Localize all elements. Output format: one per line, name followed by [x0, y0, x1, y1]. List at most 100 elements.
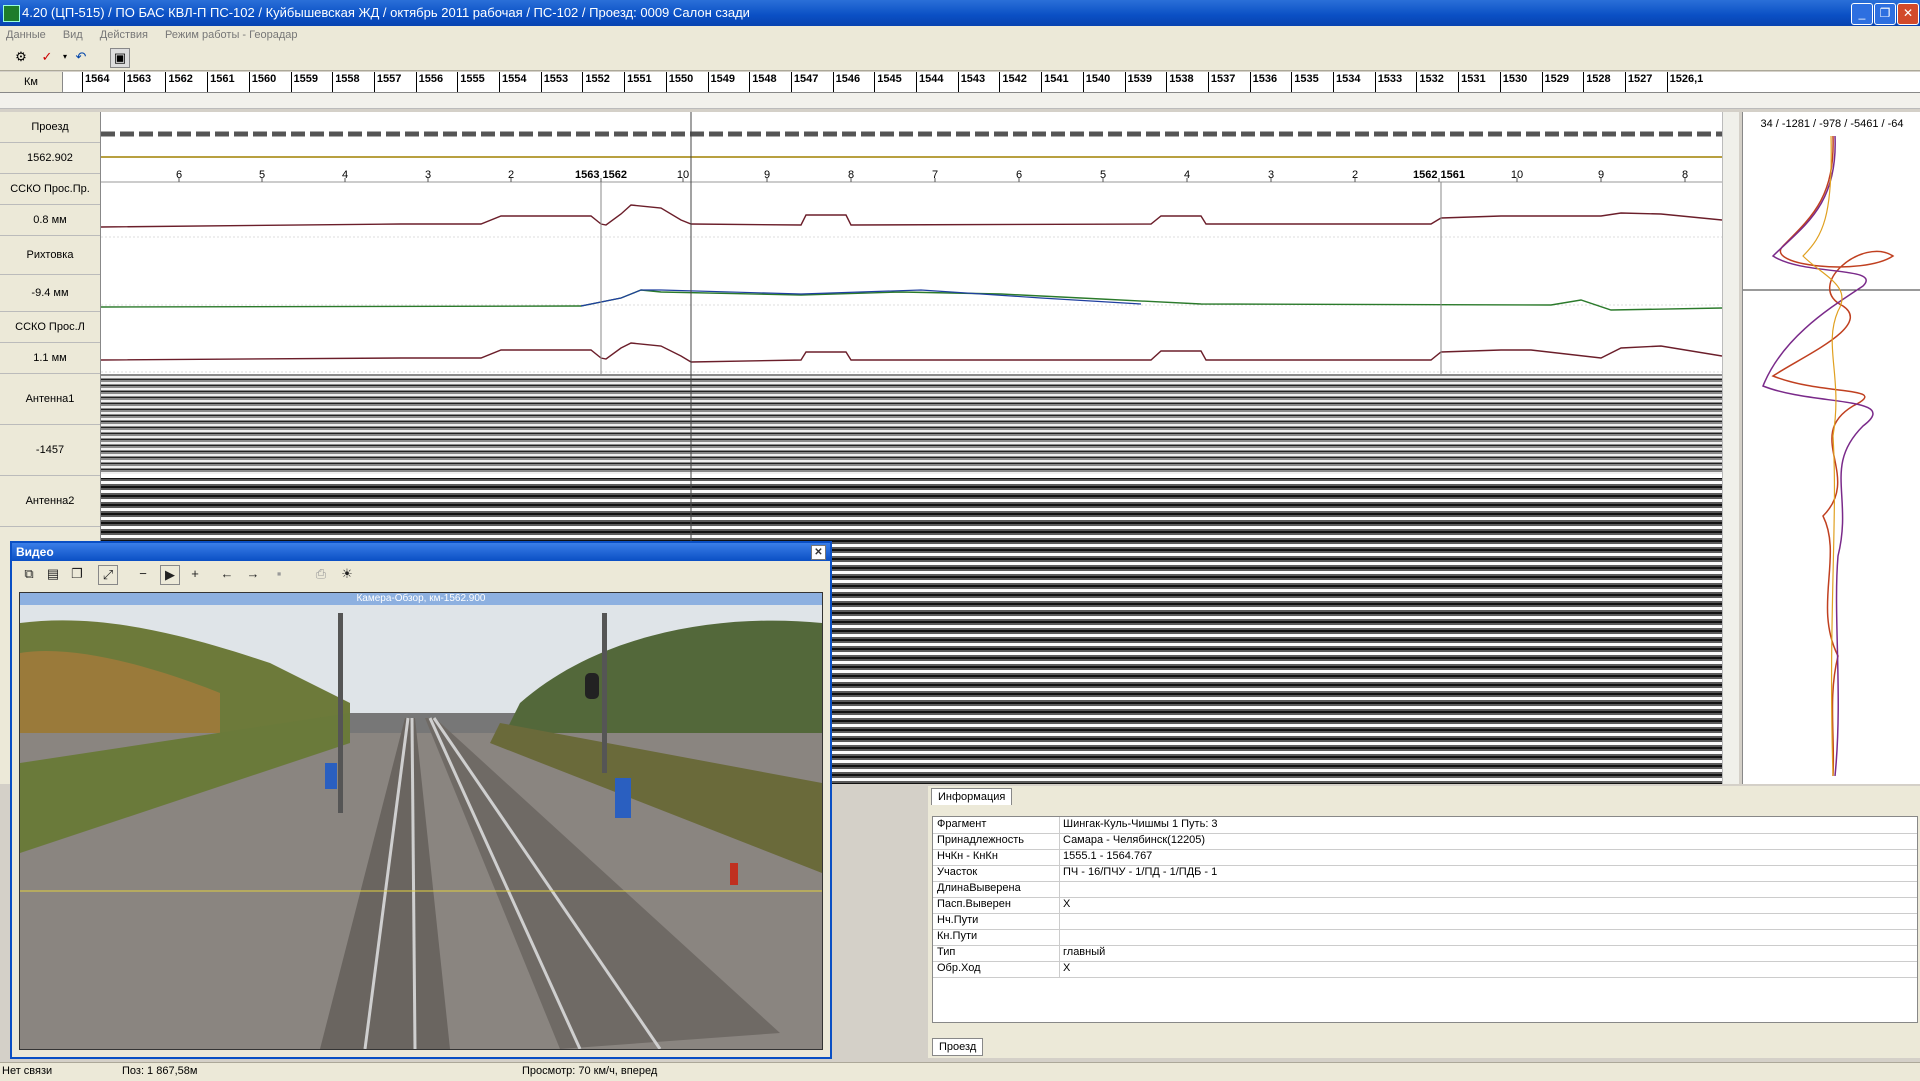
video-window[interactable]: Видео ✕ ⧉ ▤ ❐ ⤢ − ▶ + ← → ▪ ⎙ ☀ [10, 541, 832, 1059]
status-view: Просмотр: 70 км/ч, вперед [522, 1065, 658, 1077]
picket-tick-label: 4 [1184, 169, 1190, 181]
info-row[interactable]: Пасп.Выверен X [933, 897, 1917, 914]
km-tick: 1552 [582, 72, 610, 92]
picket-tick-label: 3 [425, 169, 431, 181]
km-tick: 1561 [207, 72, 235, 92]
settings-icon[interactable]: ⚙ [15, 49, 27, 64]
video-title-bar[interactable]: Видео ✕ [12, 543, 830, 561]
camera-view[interactable]: Камера-Обзор, км-1562.900 [19, 592, 823, 1050]
km-tick: 1543 [957, 72, 985, 92]
camera-icon[interactable]: ▣ [110, 48, 130, 68]
waveform-panel: 34 / -1281 / -978 / -5461 / -64 [1742, 112, 1920, 784]
km-tick: 1533 [1374, 72, 1402, 92]
status-connection: Нет связи [2, 1065, 53, 1077]
status-bar: Нет связи Поз: 1 867,58м Просмотр: 70 км… [0, 1062, 1920, 1081]
menu-mode[interactable]: Режим работы - Георадар [165, 29, 298, 41]
ssko-l-trace [101, 342, 1722, 363]
info-row[interactable]: ДлинаВыверена [933, 881, 1917, 898]
undo-icon[interactable]: ↶ [75, 49, 87, 64]
km-tick: 1554 [499, 72, 526, 92]
video-toolbar: ⧉ ▤ ❐ ⤢ − ▶ + ← → ▪ ⎙ ☀ [12, 561, 830, 587]
print-icon[interactable]: ⎙ [315, 566, 327, 581]
info-row[interactable]: Участок ПЧ - 16/ПЧУ - 1/ПД - 1/ПДБ - 1 [933, 865, 1917, 882]
check-icon[interactable]: ✓ [41, 49, 53, 64]
zoom-in-icon[interactable]: + [191, 566, 199, 581]
km-tick: 1538 [1166, 72, 1194, 92]
picket-tick-label: 10 [1511, 169, 1523, 181]
km-tick: 1549 [707, 72, 735, 92]
cascade-icon[interactable]: ⧉ [24, 566, 34, 581]
info-row[interactable]: НчКн - КнКн 1555.1 - 1564.767 [933, 849, 1917, 866]
brightness-icon[interactable]: ☀ [341, 566, 353, 581]
fullscreen-icon[interactable]: ⤢ [98, 565, 118, 585]
picket-tick-label: 6 [176, 169, 182, 181]
km-ruler-label: Км [0, 72, 63, 92]
info-key: Нч.Пути [937, 914, 979, 926]
close-button[interactable]: ✕ [1897, 3, 1919, 25]
info-row[interactable]: Принадлежность Самара - Челябинск(12205) [933, 833, 1917, 850]
km-tick: 1563 [123, 72, 151, 92]
info-row[interactable]: Тип главный [933, 945, 1917, 962]
info-key: ДлинаВыверена [937, 882, 1021, 894]
info-value: X [1063, 898, 1071, 910]
info-value: Шингак-Куль-Чишмы 1 Путь: 3 [1063, 818, 1218, 830]
info-row[interactable]: Обр.Ход X [933, 961, 1917, 978]
minimize-button[interactable]: _ [1851, 3, 1873, 25]
info-key: Принадлежность [937, 834, 1025, 846]
restore-icon[interactable]: ❐ [71, 566, 83, 581]
km-tick: 1562 [165, 72, 193, 92]
top-horizontal-scrollbar[interactable] [0, 93, 1920, 109]
km-tick: 1542 [999, 72, 1027, 92]
antenna1-radargram [101, 374, 1722, 474]
km-tick: 1529 [1541, 72, 1569, 92]
arrow-left-icon[interactable]: ← [220, 566, 234, 581]
km-tick: 1531 [1458, 72, 1486, 92]
menu-data[interactable]: Данные [6, 29, 46, 41]
picket-tick-label: 5 [1100, 169, 1106, 181]
info-value: Самара - Челябинск(12205) [1063, 834, 1206, 846]
video-close-button[interactable]: ✕ [811, 545, 826, 560]
km-tick: 1558 [332, 72, 360, 92]
km-tick: 1557 [373, 72, 401, 92]
picket-tick-label: 9 [1598, 169, 1604, 181]
menu-actions[interactable]: Действия [99, 29, 148, 41]
info-value: ПЧ - 16/ПЧУ - 1/ПД - 1/ПДБ - 1 [1063, 866, 1218, 878]
km-tick: 1536 [1249, 72, 1277, 92]
info-value: главный [1063, 946, 1106, 958]
info-key: НчКн - КнКн [937, 850, 998, 862]
km-tick: 1556 [415, 72, 443, 92]
zoom-out-icon[interactable]: − [139, 566, 147, 581]
tab-proezd[interactable]: Проезд [932, 1038, 984, 1056]
picket-tick-label: 10 [677, 169, 689, 181]
km-tick: 1564 [82, 72, 109, 92]
plot-vertical-scrollbar[interactable] [1722, 112, 1739, 784]
km-tick: 1545 [874, 72, 902, 92]
km-tick: 1548 [749, 72, 777, 92]
video-title: Видео [16, 545, 54, 559]
tab-info[interactable]: Информация [931, 788, 1013, 805]
save-icon[interactable]: ▪ [276, 566, 282, 581]
position-value: 1562.902 [0, 143, 100, 174]
km-tick: 1540 [1082, 72, 1110, 92]
info-row[interactable]: Фрагмент Шингак-Куль-Чишмы 1 Путь: 3 [933, 817, 1917, 834]
km-tick: 1534 [1333, 72, 1360, 92]
dropdown-arrow-icon[interactable]: ▾ [62, 52, 67, 61]
km-ruler[interactable]: 1564 1563 1562 1561 1560 1559 1558 1557 1556 1555… [0, 72, 1920, 93]
menu-view[interactable]: Вид [62, 29, 83, 41]
km-tick: 1546 [832, 72, 860, 92]
info-row[interactable]: Нч.Пути [933, 913, 1917, 930]
arrow-right-icon[interactable]: → [246, 566, 260, 581]
tile-icon[interactable]: ▤ [46, 566, 60, 581]
app-icon [3, 5, 20, 22]
km-tick: 1532 [1416, 72, 1444, 92]
km-tick: 1547 [790, 72, 818, 92]
play-icon[interactable]: ▶ [160, 565, 180, 585]
rihtovka-value: -9.4 мм [0, 275, 100, 312]
info-row[interactable]: Кн.Пути [933, 929, 1917, 946]
info-key: Тип [937, 946, 956, 958]
picket-tick-label: 3 [1268, 169, 1274, 181]
km-tick: 1553 [540, 72, 568, 92]
maximize-button[interactable]: ❐ [1874, 3, 1896, 25]
rihtovka-trace-blue [580, 289, 1142, 307]
proezd-label: Проезд [0, 112, 100, 143]
